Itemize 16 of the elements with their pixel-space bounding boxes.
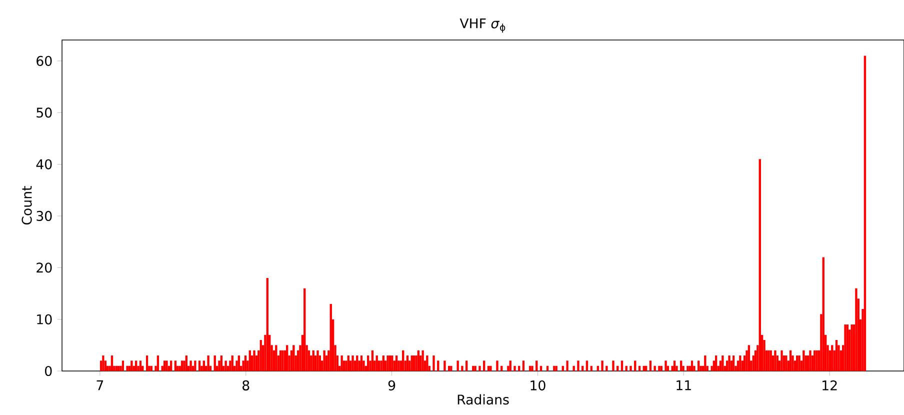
x-tick-label: 9: [388, 380, 396, 390]
y-tick-label: 10: [37, 314, 52, 324]
x-tick-label: 8: [242, 380, 250, 390]
x-tick-label: 10: [530, 380, 546, 390]
x-tick-label: 7: [96, 380, 104, 390]
y-tick-label: 60: [36, 56, 52, 66]
x-axis-title: Radians: [458, 394, 509, 405]
y-tick-label: 20: [36, 262, 52, 273]
x-tick-label: 12: [822, 380, 837, 390]
y-tick-label: 40: [36, 159, 52, 170]
y-tick-label: 0: [45, 366, 52, 376]
y-axis-title: Count: [22, 186, 32, 225]
chart-title: VHF σ$_{ϕ}$: [460, 18, 506, 33]
y-tick-label: 50: [36, 108, 52, 118]
y-tick-label: 30: [36, 210, 52, 222]
x-tick-label: 11: [676, 380, 691, 390]
